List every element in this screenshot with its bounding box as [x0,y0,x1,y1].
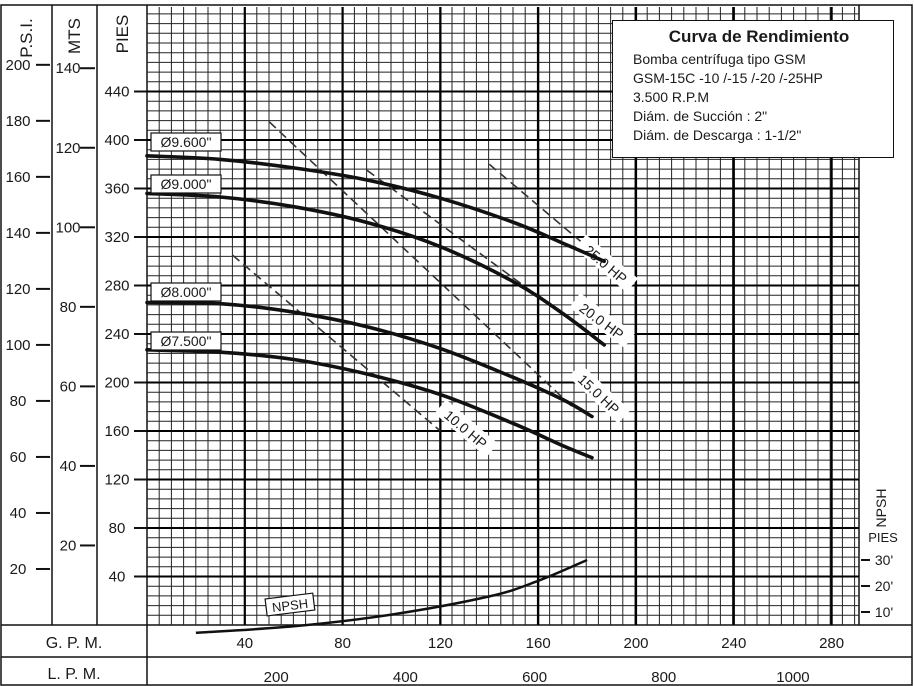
npsh-tick-label: 10' [875,604,893,620]
power-label-bg [568,363,631,424]
psi-tick-label: 60 [10,449,27,466]
info-pump-type: Bomba centrífuga tipo GSM [633,51,806,67]
psi-tick-label: 120 [5,281,30,298]
lpm-tick-label: 800 [651,669,676,686]
impeller-label: Ø9.000" [161,176,212,192]
outer-frame [0,4,913,686]
power-label-group: 20.0 HP [569,292,635,348]
impeller-label-box [150,282,222,302]
npsh-curve-label: NPSH [271,596,309,615]
mts-tick-label: 120 [55,140,80,157]
pies-tick-label: 120 [104,472,129,489]
pies-tick-label: 320 [104,229,129,246]
pies-axis-title: PIES [113,15,132,54]
impeller-label: Ø7.500" [161,333,212,349]
psi-tick-label: 160 [5,169,30,186]
info-rpm: 3.500 R.P.M [633,89,710,105]
npsh-label-group: NPSH [264,592,316,617]
gpm-tick-label: 120 [428,635,453,652]
power-label-bg [569,292,635,348]
impeller-curve [145,154,606,264]
power-curve-line [268,121,576,410]
npsh-tick-label: 20' [875,578,893,594]
psi-tick-label: 200 [5,57,30,74]
pies-tick-label: 160 [104,423,129,440]
power-curve-line [232,254,441,432]
gpm-tick-label: 200 [623,635,648,652]
psi-axis-title: P.S.I. [17,18,36,57]
info-suction-diameter: Diám. de Succión : 2" [633,108,768,124]
npsh-scale-title: NPSH [873,489,889,528]
psi-tick-label: 100 [5,337,30,354]
impeller-curve [145,300,594,419]
impeller-label: Ø8.000" [161,284,212,300]
chart-title: Curva de Rendimiento [668,27,850,46]
power-label-group: 25.0 HP [574,234,639,293]
npsh-curve [195,558,588,635]
info-discharge-diameter: Diám. de Descarga : 1-1/2" [633,127,802,143]
mts-tick-label: 100 [55,219,80,236]
pies-tick-label: 440 [104,84,129,101]
psi-tick-label: 40 [10,505,27,522]
gpm-tick-label: 240 [721,635,746,652]
impeller-label-box [150,132,222,152]
pies-tick-label: 240 [104,326,129,343]
power-curve-line [488,163,605,262]
mts-tick-label: 80 [60,299,77,316]
gpm-tick-label: 280 [819,635,844,652]
lpm-tick-label: 1000 [776,669,809,686]
pies-tick-label: 400 [104,132,129,149]
lpm-tick-label: 200 [264,669,289,686]
impeller-label-box [150,331,222,351]
npsh-scale-bg [861,483,911,623]
impeller-curve [145,348,594,460]
pies-tick-label: 200 [104,375,129,392]
impeller-curve [145,191,606,347]
lpm-axis-title: L. P. M. [47,666,100,683]
pies-tick-label: 80 [109,520,126,537]
psi-tick-label: 140 [5,225,30,242]
mts-tick-label: 20 [60,537,77,554]
gpm-axis-title: G. P. M. [46,635,103,652]
psi-tick-label: 80 [10,393,27,410]
impeller-label-box [150,174,222,194]
gpm-tick-label: 160 [526,635,551,652]
mts-tick-label: 140 [55,60,80,77]
psi-tick-label: 180 [5,113,30,130]
info-model: GSM-15C -10 /-15 /-20 /-25HP [633,70,823,86]
power-label-bg [574,234,639,293]
gpm-tick-label: 80 [334,635,351,652]
impeller-label: Ø9.600" [161,134,212,150]
psi-tick-label: 20 [10,561,27,578]
mts-tick-label: 40 [60,458,77,475]
pies-tick-label: 360 [104,181,129,198]
lpm-tick-label: 400 [393,669,418,686]
power-curve-label: 10.0 HP [441,407,490,452]
gpm-tick-label: 40 [236,635,253,652]
power-curve-label: 20.0 HP [576,300,626,343]
npsh-label-box [264,592,316,617]
pies-tick-label: 280 [104,278,129,295]
mts-axis-title: MTS [65,18,84,54]
power-label-bg [434,399,499,458]
npsh-tick-label: 30' [875,552,893,568]
chart-info-box: Curva de Rendimiento Bomba centrífuga ti… [612,20,894,158]
pies-tick-label: 40 [109,569,126,586]
npsh-scale-unit: PIES [868,530,898,545]
lpm-tick-label: 600 [522,669,547,686]
mts-tick-label: 60 [60,378,77,395]
